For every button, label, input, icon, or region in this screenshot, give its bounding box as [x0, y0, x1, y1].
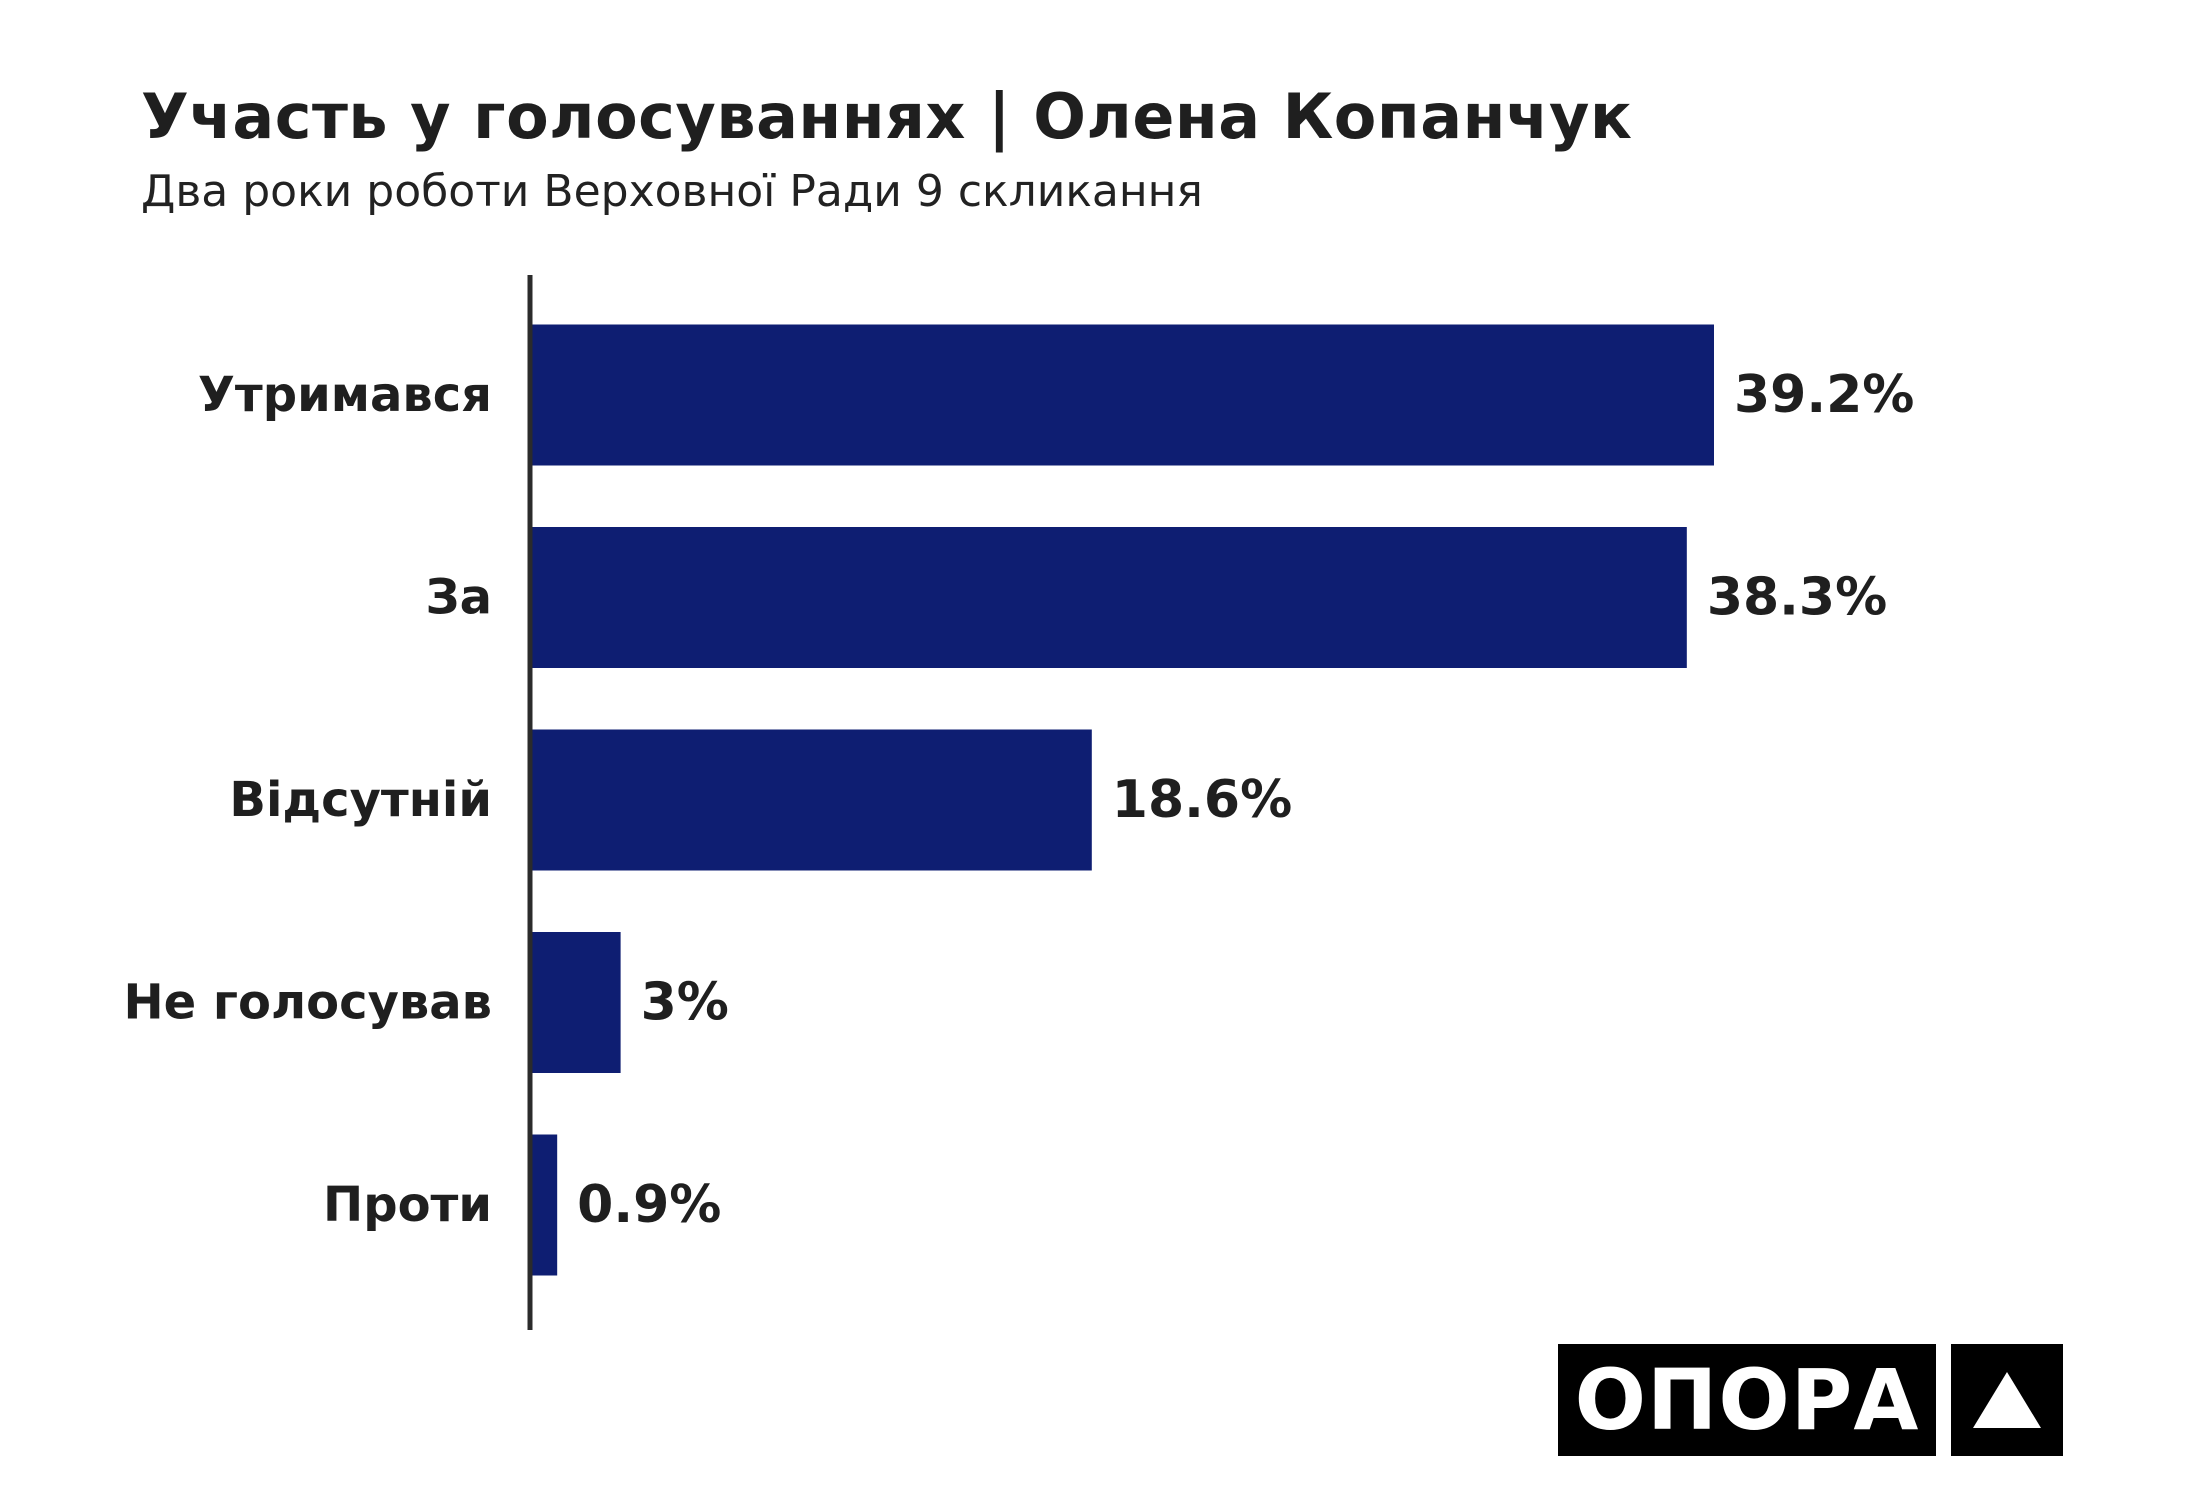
value-label: 39.2% — [1734, 365, 1914, 425]
triangle-icon — [1973, 1372, 2041, 1428]
value-label: 38.3% — [1707, 568, 1887, 628]
bar — [530, 729, 1092, 871]
category-label: За — [426, 570, 493, 626]
chart-subtitle: Два роки роботи Верховної Ради 9 скликан… — [141, 166, 1203, 217]
value-label: 18.6% — [1112, 770, 1292, 830]
bar — [530, 324, 1714, 466]
category-label: Відсутній — [229, 772, 492, 828]
category-label: Утримався — [198, 367, 492, 423]
value-label: 3% — [641, 973, 729, 1033]
bar — [530, 527, 1687, 668]
bar — [530, 1134, 558, 1276]
logo-triangle-icon — [1951, 1344, 2063, 1456]
chart-title: Участь у голосуваннях | Олена Копанчук — [141, 80, 1633, 153]
category-label: Проти — [323, 1177, 492, 1233]
bar — [530, 932, 621, 1073]
opora-logo: ОПОРА — [1558, 1344, 1936, 1456]
value-label: 0.9% — [577, 1175, 721, 1235]
category-label: Не голосував — [123, 975, 492, 1031]
